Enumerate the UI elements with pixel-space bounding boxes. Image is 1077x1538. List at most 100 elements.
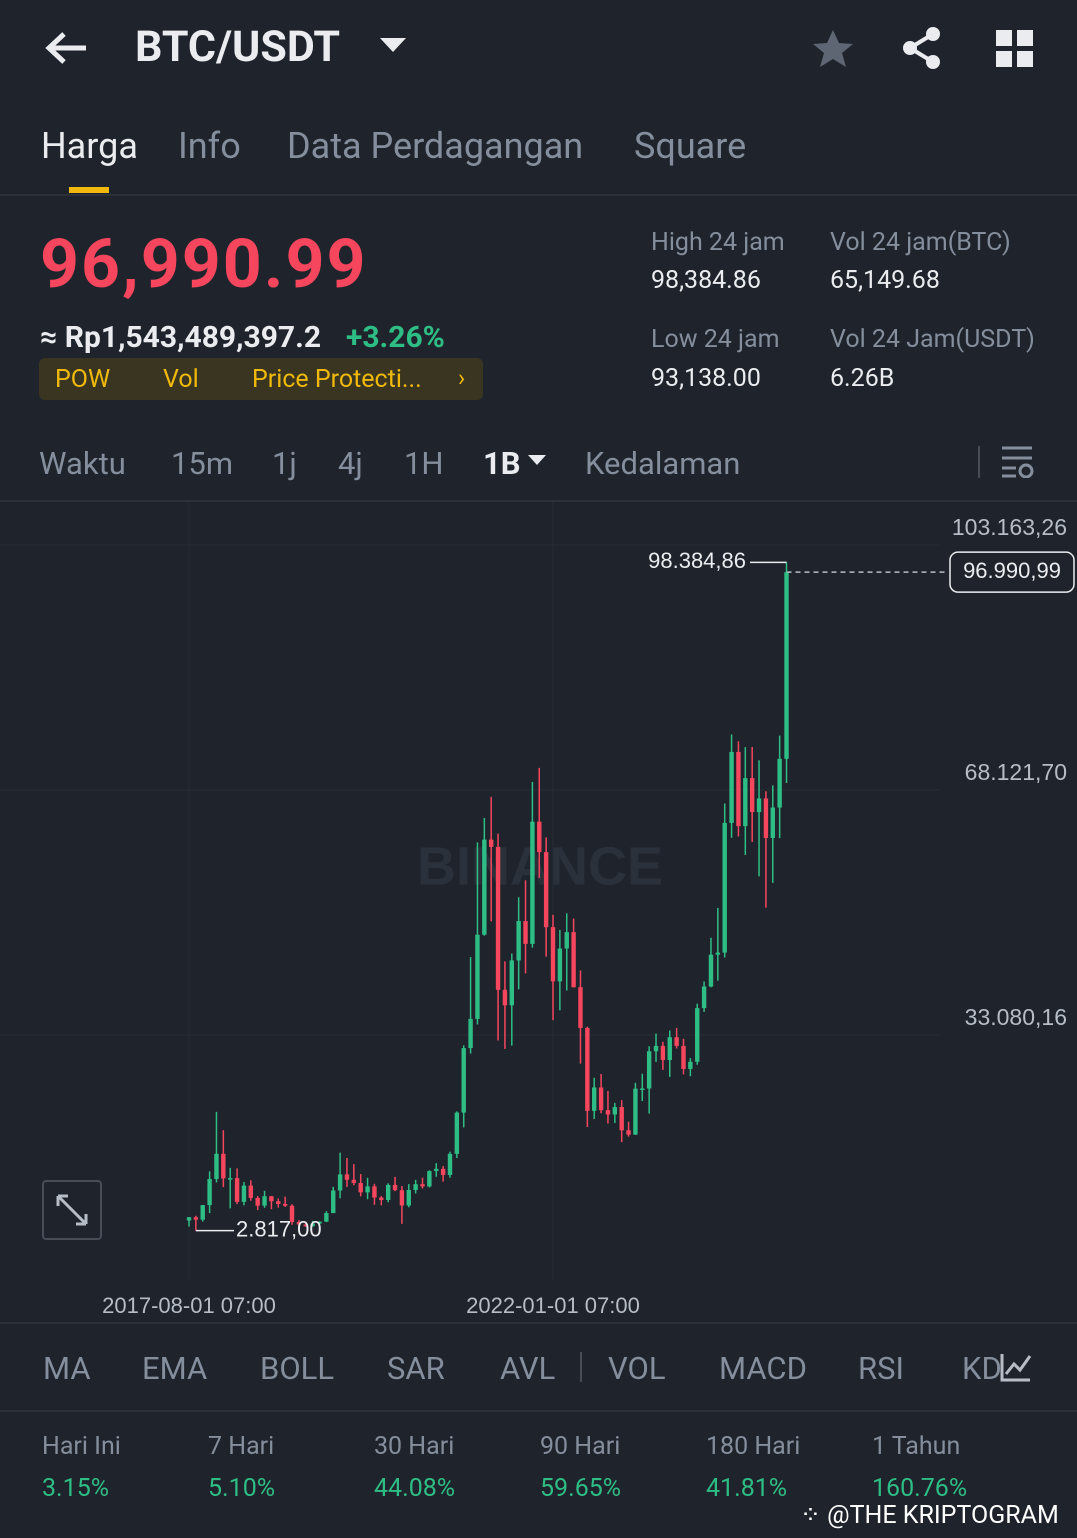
perf-value: 41.81% [706,1474,788,1503]
candle-body [640,1088,645,1090]
candle-body [592,1087,597,1111]
indicator-tab[interactable]: KD [962,1350,1002,1387]
candle-body [585,1027,590,1111]
candle-body [660,1045,666,1061]
candle-body [289,1205,295,1223]
candle-body [708,954,714,987]
tab[interactable]: Square [634,125,747,167]
star-icon[interactable] [812,28,854,70]
perf-label: Hari Ini [42,1432,121,1461]
tag[interactable]: Vol [163,365,199,394]
tab[interactable]: Info [178,125,241,167]
interval[interactable]: Kedalaman [585,445,741,482]
candle-body [564,932,569,949]
candle-body [770,807,775,838]
candle-body [392,1184,398,1191]
indicator-tab[interactable]: SAR [387,1350,445,1387]
candle-body [543,852,549,928]
indicator-tab[interactable]: RSI [858,1350,904,1387]
last-price-tag [949,551,1075,593]
stat-label: High 24 jam [651,228,785,257]
candle-body [399,1190,405,1206]
grid-icon[interactable] [996,30,1034,68]
pair-title[interactable]: BTC/USDT [135,22,341,72]
candle-body [331,1190,336,1214]
candle-body [736,751,741,827]
candle-body [468,1018,473,1049]
candle-body [234,1178,240,1202]
low-label: 2.817,00 [236,1216,322,1241]
indicator-tab[interactable]: VOL [608,1350,666,1387]
stat-value: 93,138.00 [651,364,761,393]
interval[interactable]: 1H [404,445,444,482]
candle-body [276,1201,281,1204]
candle-body [715,952,721,955]
indicator-tab[interactable]: MACD [719,1350,807,1387]
x-tick-label: 2017-08-01 07:00 [102,1293,276,1318]
interval[interactable]: 4j [338,445,363,482]
candle-body [365,1186,370,1193]
candle-body [193,1217,199,1220]
chevron: › [458,364,466,392]
candle-body [612,1107,618,1115]
tag[interactable]: Price Protecti... [252,365,422,394]
indicator-tab[interactable]: AVL [500,1350,556,1387]
last-price: 96,990.99 [40,224,368,304]
perf-label: 1 Tahun [872,1432,961,1461]
share-icon[interactable] [900,26,944,70]
candlestick-chart: BINANCE 103.163,2668.121,7033.080,162017… [0,502,1075,1318]
stat-label: Low 24 jam [651,325,780,354]
perf-value: 44.08% [374,1474,456,1503]
interval-dropdown[interactable] [528,455,546,467]
candle-body [358,1182,363,1193]
candle-body [207,1178,212,1206]
tab[interactable]: Harga [41,125,138,167]
candle-body [626,1130,631,1135]
watermark: ⁘ @THE KRIPTOGRAM [800,1501,1059,1530]
expand-button[interactable] [42,1180,102,1240]
interval[interactable]: 15m [171,445,234,482]
candle-body [214,1153,219,1179]
candle-body [262,1196,267,1206]
indicator-settings[interactable] [1000,1352,1032,1382]
candle-body [605,1110,611,1115]
candle-body [447,1153,453,1175]
indicator-tab[interactable]: EMA [142,1350,208,1387]
tags-bar[interactable] [39,358,483,400]
indicator-tab[interactable]: MA [43,1350,91,1387]
candle-body [743,778,748,827]
candle-body [186,1217,192,1221]
tab[interactable]: Data Perdagangan [287,125,584,167]
divider [0,194,1077,196]
candle-body [488,839,494,847]
divider [0,1322,1077,1324]
candle-body [269,1196,274,1202]
price-change: +3.26% [346,320,445,355]
pair-dropdown[interactable] [380,38,406,54]
candle-body [777,758,782,808]
candle-body [351,1179,357,1183]
candle-body [557,948,563,982]
candle-body [646,1051,652,1089]
interval-active[interactable]: 1B [483,445,521,482]
candle-body [379,1197,384,1200]
candle-body [344,1174,350,1180]
candle-body [372,1186,377,1198]
candle-body [550,927,556,982]
settings-icon[interactable] [1000,444,1034,478]
candle-body [749,778,755,813]
stat-value: 65,149.68 [830,266,940,295]
candle-body [784,572,789,759]
separator [978,446,980,478]
candle-body [317,1221,322,1224]
candle-body [578,987,583,1028]
candle-body [440,1168,446,1175]
back-icon[interactable] [44,30,88,66]
indicator-tab[interactable]: BOLL [260,1350,335,1387]
tag[interactable]: POW [55,365,111,394]
candle-body [454,1112,460,1154]
interval[interactable]: 1j [272,445,297,482]
interval[interactable]: Waktu [39,445,126,482]
candle-body [303,1224,308,1227]
perf-value: 3.15% [42,1474,110,1503]
